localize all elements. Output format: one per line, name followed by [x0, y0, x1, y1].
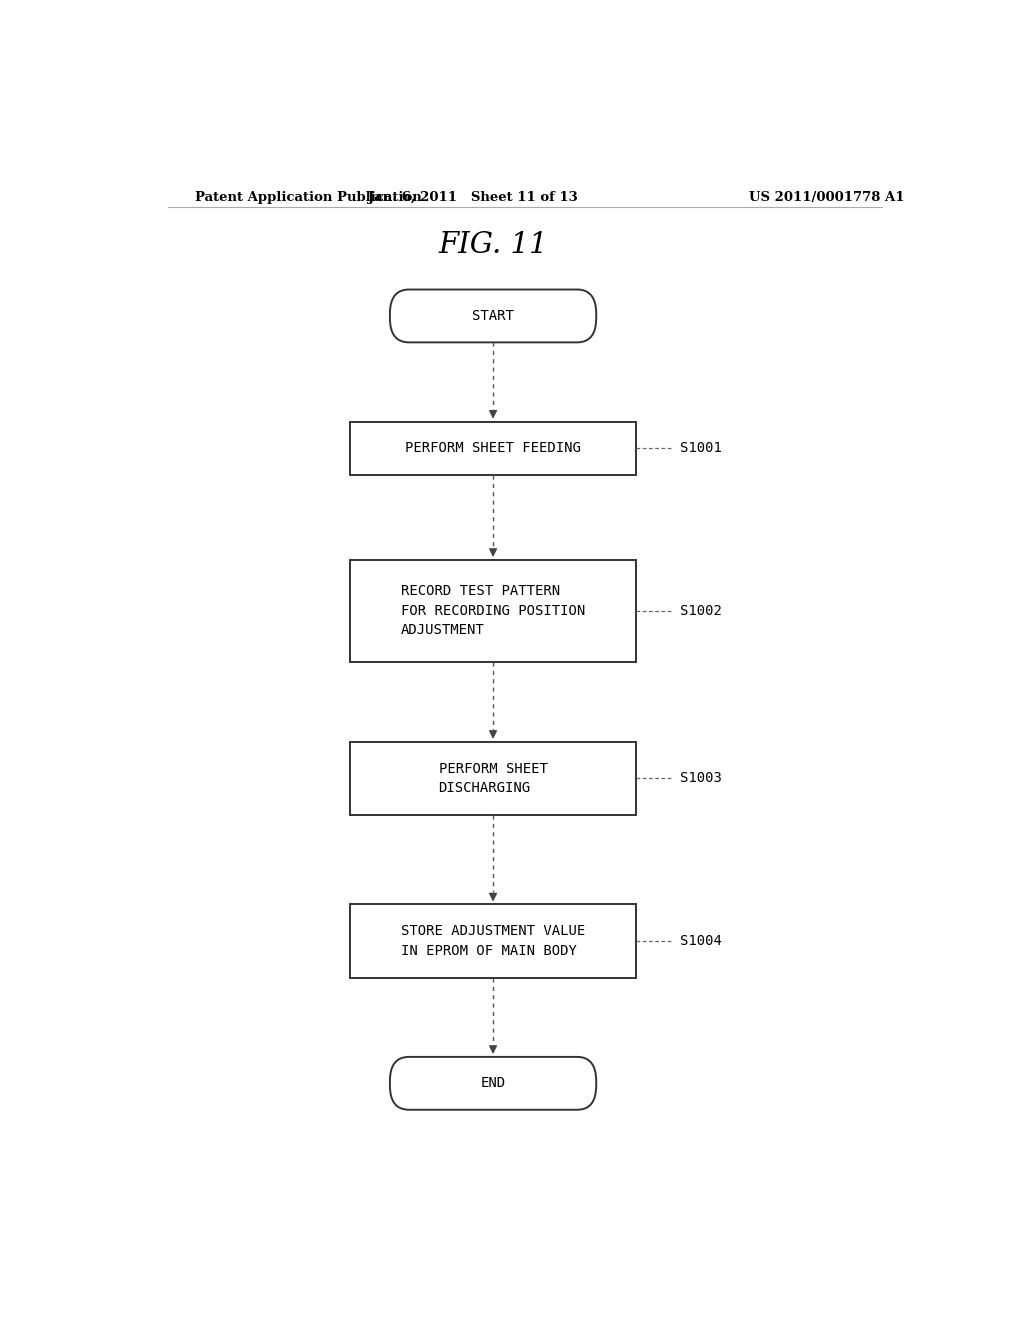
Text: S1003: S1003: [680, 771, 722, 785]
Text: Patent Application Publication: Patent Application Publication: [196, 190, 422, 203]
FancyBboxPatch shape: [390, 289, 596, 342]
Text: S1002: S1002: [680, 603, 722, 618]
Text: S1001: S1001: [680, 441, 722, 455]
Bar: [350, 904, 636, 978]
FancyBboxPatch shape: [390, 1057, 596, 1110]
Text: PERFORM SHEET
DISCHARGING: PERFORM SHEET DISCHARGING: [438, 762, 548, 795]
Text: END: END: [480, 1076, 506, 1090]
Bar: [350, 742, 636, 814]
Bar: [350, 421, 636, 474]
Text: PERFORM SHEET FEEDING: PERFORM SHEET FEEDING: [406, 441, 581, 455]
Text: STORE ADJUSTMENT VALUE
IN EPROM OF MAIN BODY: STORE ADJUSTMENT VALUE IN EPROM OF MAIN …: [401, 924, 585, 958]
Text: S1004: S1004: [680, 935, 722, 948]
Text: Jan. 6, 2011   Sheet 11 of 13: Jan. 6, 2011 Sheet 11 of 13: [369, 190, 579, 203]
Text: START: START: [472, 309, 514, 323]
Text: RECORD TEST PATTERN
FOR RECORDING POSITION
ADJUSTMENT: RECORD TEST PATTERN FOR RECORDING POSITI…: [401, 585, 585, 638]
Text: FIG. 11: FIG. 11: [438, 231, 548, 259]
Text: US 2011/0001778 A1: US 2011/0001778 A1: [749, 190, 904, 203]
Bar: [350, 560, 636, 661]
